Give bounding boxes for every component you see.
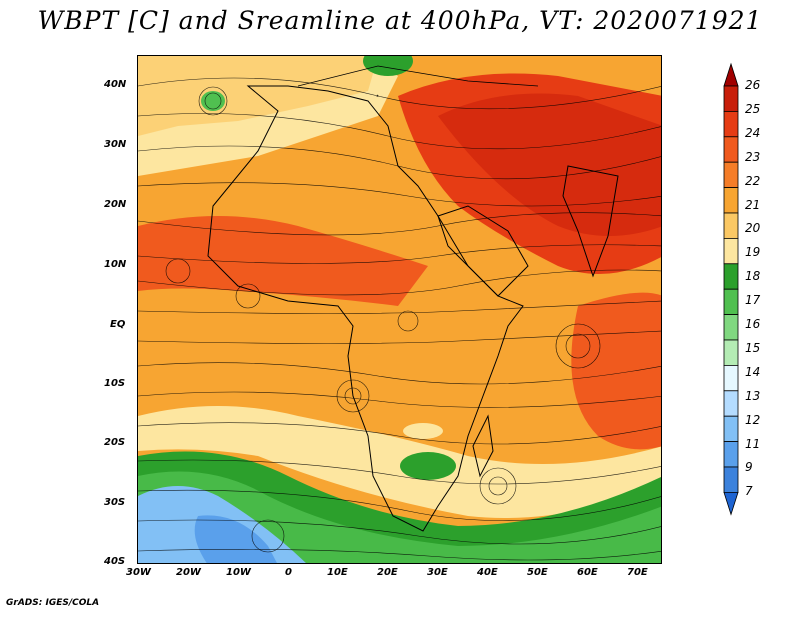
colorbar-level-label: 23 xyxy=(745,149,761,164)
wbpt-map xyxy=(138,56,661,563)
lon-label: 50E xyxy=(527,567,548,578)
madagascar-coastline xyxy=(472,414,494,478)
field-green-kalahari xyxy=(400,452,456,480)
field-green-north xyxy=(363,56,413,76)
lat-label: 30N xyxy=(104,139,127,150)
lon-label: 20E xyxy=(377,567,398,578)
lat-label: 10S xyxy=(104,378,126,389)
lon-label: 70E xyxy=(627,567,648,578)
africa-coastline xyxy=(207,85,524,532)
colorbar-swatch xyxy=(723,161,739,188)
field-sahel-band xyxy=(138,216,428,306)
colorbar-level-label: 21 xyxy=(745,197,761,212)
lon-label: 10W xyxy=(226,567,251,578)
footer-credit: GrADS: IGES/COLA xyxy=(6,598,100,608)
lat-label: 10N xyxy=(104,259,127,270)
field-cold-core xyxy=(194,515,277,563)
colorbar-top-arrow xyxy=(723,62,739,87)
lat-label: 40N xyxy=(104,79,127,90)
lon-label: 20W xyxy=(176,567,201,578)
arabia-coastline xyxy=(437,205,529,297)
colorbar-level-label: 26 xyxy=(745,78,761,92)
lon-label: 60E xyxy=(577,567,598,578)
colorbar-swatch xyxy=(723,136,739,163)
mediterranean-coastline xyxy=(297,65,539,87)
colorbar-level-label: 17 xyxy=(745,293,761,308)
colorbar-swatch xyxy=(723,85,739,112)
colorbar-bottom-arrow xyxy=(723,491,739,516)
field-green-atlantic xyxy=(201,91,225,111)
colorbar-swatch xyxy=(723,288,739,316)
lon-label: 30W xyxy=(126,567,151,578)
field-north-mid xyxy=(138,56,378,136)
lat-label: 20N xyxy=(104,199,127,210)
lat-label: 20S xyxy=(104,437,126,448)
field-south-light xyxy=(138,406,661,518)
colorbar-level-label: 16 xyxy=(745,317,761,332)
lat-label: 40S xyxy=(104,556,126,567)
field-hottest-core xyxy=(438,93,661,236)
colorbar-level-label: 13 xyxy=(745,388,761,403)
colorbar-swatch xyxy=(723,314,739,341)
colorbar-level-label: 12 xyxy=(745,412,761,427)
colorbar-level-label: 25 xyxy=(745,101,761,116)
colorbar-swatch xyxy=(723,263,739,290)
colorbar-swatch xyxy=(723,415,739,443)
colorbar-swatch xyxy=(723,364,739,392)
map-panel xyxy=(137,55,662,564)
colorbar-level-label: 14 xyxy=(745,364,761,379)
colorbar-level-label: 20 xyxy=(745,221,761,236)
colorbar-level-label: 11 xyxy=(745,436,761,451)
lon-label: 0 xyxy=(285,567,292,578)
lon-label: 10E xyxy=(327,567,348,578)
colorbar-level-label: 9 xyxy=(745,460,753,475)
field-indian-ocean xyxy=(571,292,661,450)
streamlines xyxy=(138,77,661,561)
colorbar-level-label: 15 xyxy=(745,340,761,355)
colorbar-swatch xyxy=(723,339,739,366)
field-light-south-africa xyxy=(403,423,443,439)
colorbar-level-label: 24 xyxy=(745,125,761,140)
lat-label: 30S xyxy=(104,497,126,508)
colorbar-swatch xyxy=(723,212,739,239)
colorbar-level-label: 7 xyxy=(745,484,753,499)
lat-label: EQ xyxy=(110,319,126,330)
colorbar-swatch xyxy=(723,441,739,468)
colorbar-swatch xyxy=(723,237,739,265)
map-title: WBPT [C] and Sreamline at 400hPa, VT: 20… xyxy=(37,6,763,35)
colorbar-swatch xyxy=(723,466,739,493)
colorbar-level-label: 18 xyxy=(745,269,761,284)
colorbar-swatch xyxy=(723,390,739,417)
lon-label: 40E xyxy=(477,567,498,578)
lon-label: 30E xyxy=(427,567,448,578)
colorbar-swatch xyxy=(723,187,739,214)
colorbar-swatch xyxy=(723,111,739,138)
india-coastline xyxy=(562,165,619,278)
colorbar-level-label: 19 xyxy=(745,245,761,260)
colorbar-level-label: 22 xyxy=(745,173,761,188)
